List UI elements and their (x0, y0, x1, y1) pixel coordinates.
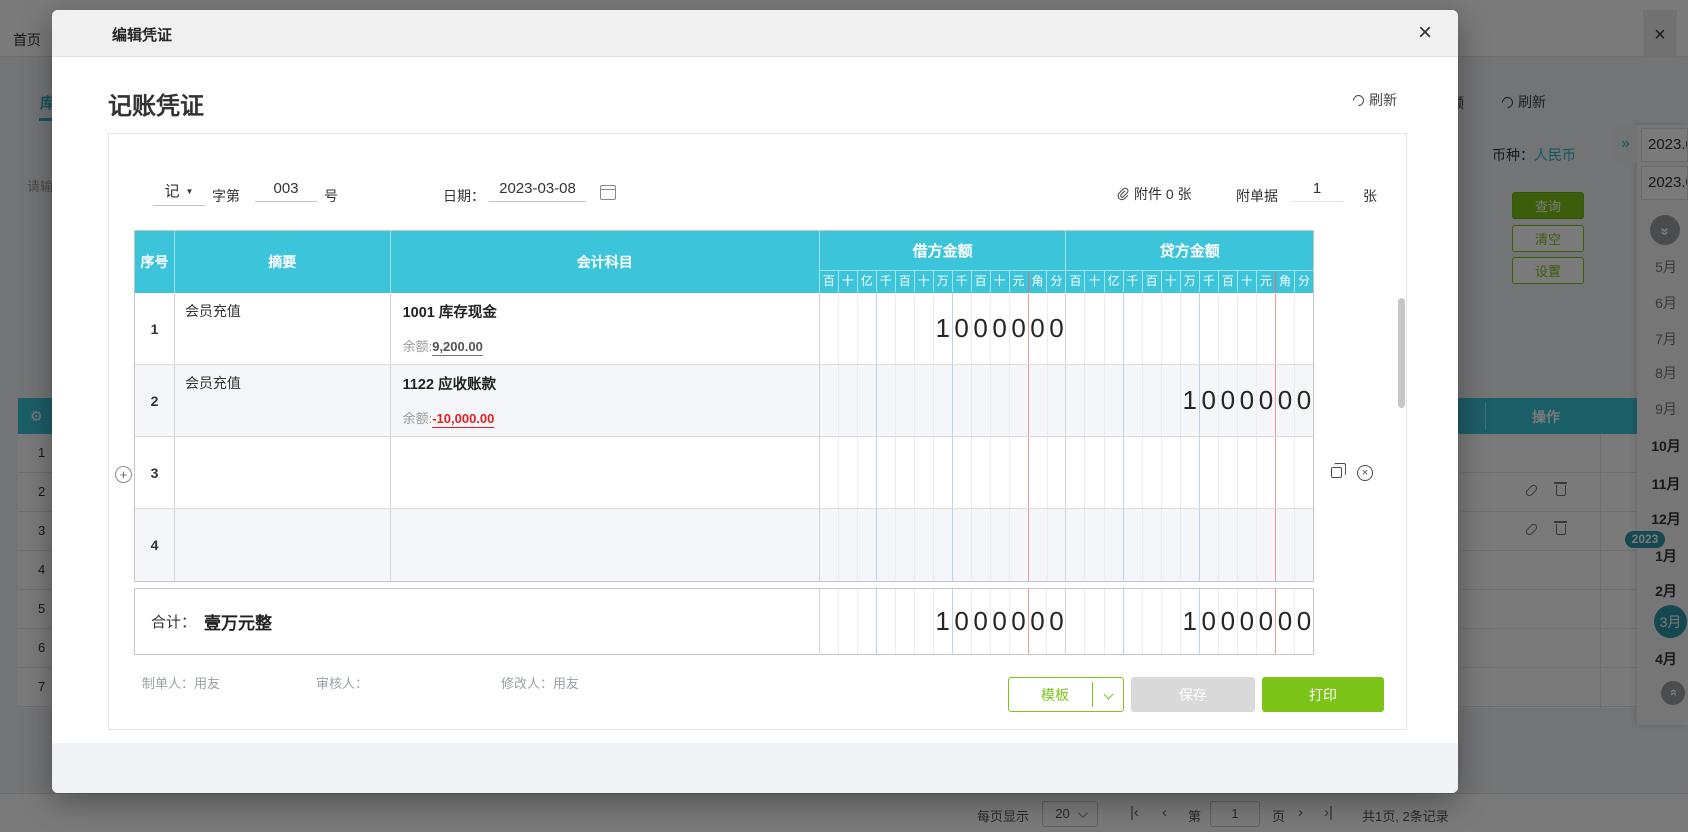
summary-cell[interactable] (175, 509, 391, 581)
voucher-refresh-button[interactable]: 刷新 (1350, 90, 1397, 110)
close-icon[interactable]: × (1417, 19, 1432, 46)
delete-row-icon[interactable]: × (1357, 465, 1373, 481)
totals-label: 合计： (151, 614, 197, 631)
account-cell[interactable] (391, 509, 820, 581)
modal-footer-strip (52, 743, 1458, 793)
word-label: 字第 (212, 188, 240, 204)
voucher-type-dropdown[interactable]: 记 ▼ (153, 180, 205, 206)
creator-text: 制单人：用友 (142, 676, 221, 691)
modifier-text: 修改人：用友 (501, 676, 580, 691)
credit-digit-columns: 百十亿千百十万千百十元角分 (1066, 271, 1313, 292)
voucher-title: 记账凭证 (108, 93, 204, 120)
totals-left: 合计： 壹万元整 (135, 589, 820, 654)
chevron-down-icon (1103, 689, 1114, 700)
credit-amount-grid[interactable] (1066, 293, 1313, 364)
copy-row-icon[interactable] (1331, 463, 1346, 478)
col-summary-header: 摘要 (175, 231, 391, 293)
debit-amount-grid[interactable] (820, 365, 1067, 436)
col-debit-header: 借方金额 百十亿千百十万千百十元角分 (819, 231, 1067, 293)
row-seq: 4 (135, 509, 175, 581)
row-seq: 3 (135, 437, 175, 508)
modal-header: 编辑凭证 × (52, 10, 1458, 57)
voucher-row: 3 (135, 437, 1313, 509)
debit-amount-grid[interactable] (820, 437, 1067, 508)
row-seq: 2 (135, 365, 175, 436)
credit-amount-grid[interactable] (1066, 509, 1313, 581)
date-field[interactable]: 2023-03-08 (489, 180, 586, 202)
paperclip-icon (1117, 187, 1129, 201)
edit-voucher-modal: 编辑凭证 × 记账凭证 刷新 记 ▼ 字第 003 号 日期： 2023-03-0… (52, 10, 1458, 793)
voucher-row: 4 (135, 509, 1313, 581)
template-button[interactable]: 模板 (1008, 677, 1124, 712)
voucher-table-header: 序号 摘要 会计科目 借方金额 百十亿千百十万千百十元角分 贷方金额 百十亿千百… (135, 231, 1313, 293)
voucher-number-field[interactable]: 003 (255, 180, 317, 202)
table-scrollbar-thumb[interactable] (1398, 298, 1405, 408)
add-row-icon[interactable]: + (115, 466, 132, 483)
reviewer-text: 审核人： (316, 676, 369, 691)
button-divider (1092, 682, 1093, 707)
col-account-header: 会计科目 (391, 231, 820, 293)
modal-title: 编辑凭证 (112, 27, 173, 44)
voucher-table: 序号 摘要 会计科目 借方金额 百十亿千百十万千百十元角分 贷方金额 百十亿千百… (134, 230, 1314, 582)
print-button[interactable]: 打印 (1262, 677, 1384, 712)
row-seq: 1 (135, 293, 175, 364)
totals-in-words: 壹万元整 (204, 614, 273, 633)
date-label: 日期： (443, 188, 485, 204)
account-cell[interactable]: 1122 应收账款 余额:-10,000.00 (391, 365, 820, 436)
save-button[interactable]: 保存 (1131, 677, 1255, 712)
caret-down-icon: ▼ (185, 187, 194, 196)
col-credit-header: 贷方金额 百十亿千百十万千百十元角分 (1066, 231, 1313, 293)
attachment-link[interactable]: 附件 0 张 (1115, 184, 1192, 204)
debit-amount-grid[interactable] (820, 509, 1067, 581)
number-suffix: 号 (324, 188, 338, 204)
receipt-label: 附单据 (1236, 188, 1278, 204)
summary-cell[interactable]: 会员充值 (175, 365, 391, 436)
account-cell[interactable] (391, 437, 820, 508)
voucher-card: 记 ▼ 字第 003 号 日期： 2023-03-08 附件 0 张 附单据 1 … (108, 133, 1407, 730)
summary-cell[interactable] (175, 437, 391, 508)
debit-digit-columns: 百十亿千百十万千百十元角分 (820, 271, 1066, 292)
receipt-count-field[interactable]: 1 (1291, 180, 1343, 202)
col-seq-header: 序号 (135, 231, 175, 293)
credit-amount-grid[interactable] (1066, 437, 1313, 508)
summary-cell[interactable]: 会员充值 (175, 293, 391, 364)
account-cell[interactable]: 1001 库存现金 余额:9,200.00 (391, 293, 820, 364)
balance-text: 余额:-10,000.00 (402, 411, 495, 428)
calendar-icon[interactable] (600, 185, 616, 200)
balance-text: 余额:9,200.00 (402, 339, 483, 356)
refresh-icon (1350, 92, 1367, 108)
receipt-unit: 张 (1363, 188, 1377, 204)
